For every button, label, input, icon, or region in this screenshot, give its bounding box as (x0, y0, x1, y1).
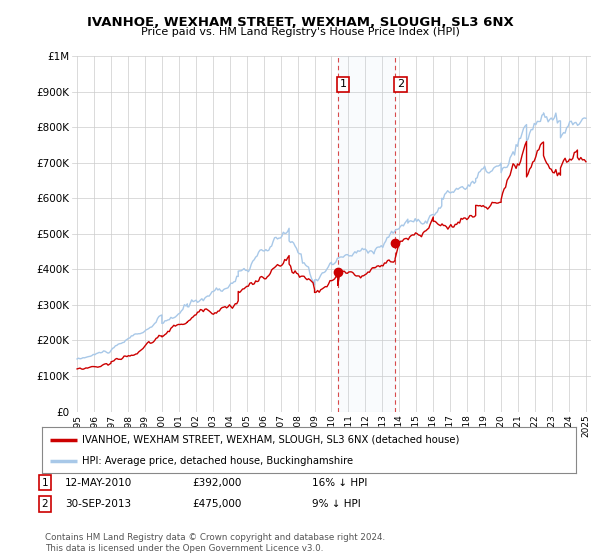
Text: Contains HM Land Registry data © Crown copyright and database right 2024.
This d: Contains HM Land Registry data © Crown c… (45, 533, 385, 553)
Bar (338, 56, 395, 412)
Text: 2: 2 (41, 499, 49, 509)
Text: 9% ↓ HPI: 9% ↓ HPI (312, 499, 361, 509)
Text: 1: 1 (340, 80, 346, 90)
Text: IVANHOE, WEXHAM STREET, WEXHAM, SLOUGH, SL3 6NX (detached house): IVANHOE, WEXHAM STREET, WEXHAM, SLOUGH, … (82, 435, 460, 445)
Text: 30-SEP-2013: 30-SEP-2013 (65, 499, 131, 509)
Text: IVANHOE, WEXHAM STREET, WEXHAM, SLOUGH, SL3 6NX: IVANHOE, WEXHAM STREET, WEXHAM, SLOUGH, … (86, 16, 514, 29)
Text: 1: 1 (41, 478, 49, 488)
Text: 2: 2 (397, 80, 404, 90)
Text: £475,000: £475,000 (192, 499, 241, 509)
Text: Price paid vs. HM Land Registry's House Price Index (HPI): Price paid vs. HM Land Registry's House … (140, 27, 460, 37)
Text: HPI: Average price, detached house, Buckinghamshire: HPI: Average price, detached house, Buck… (82, 456, 353, 466)
Text: 12-MAY-2010: 12-MAY-2010 (65, 478, 132, 488)
Text: £392,000: £392,000 (192, 478, 241, 488)
Text: 16% ↓ HPI: 16% ↓ HPI (312, 478, 367, 488)
